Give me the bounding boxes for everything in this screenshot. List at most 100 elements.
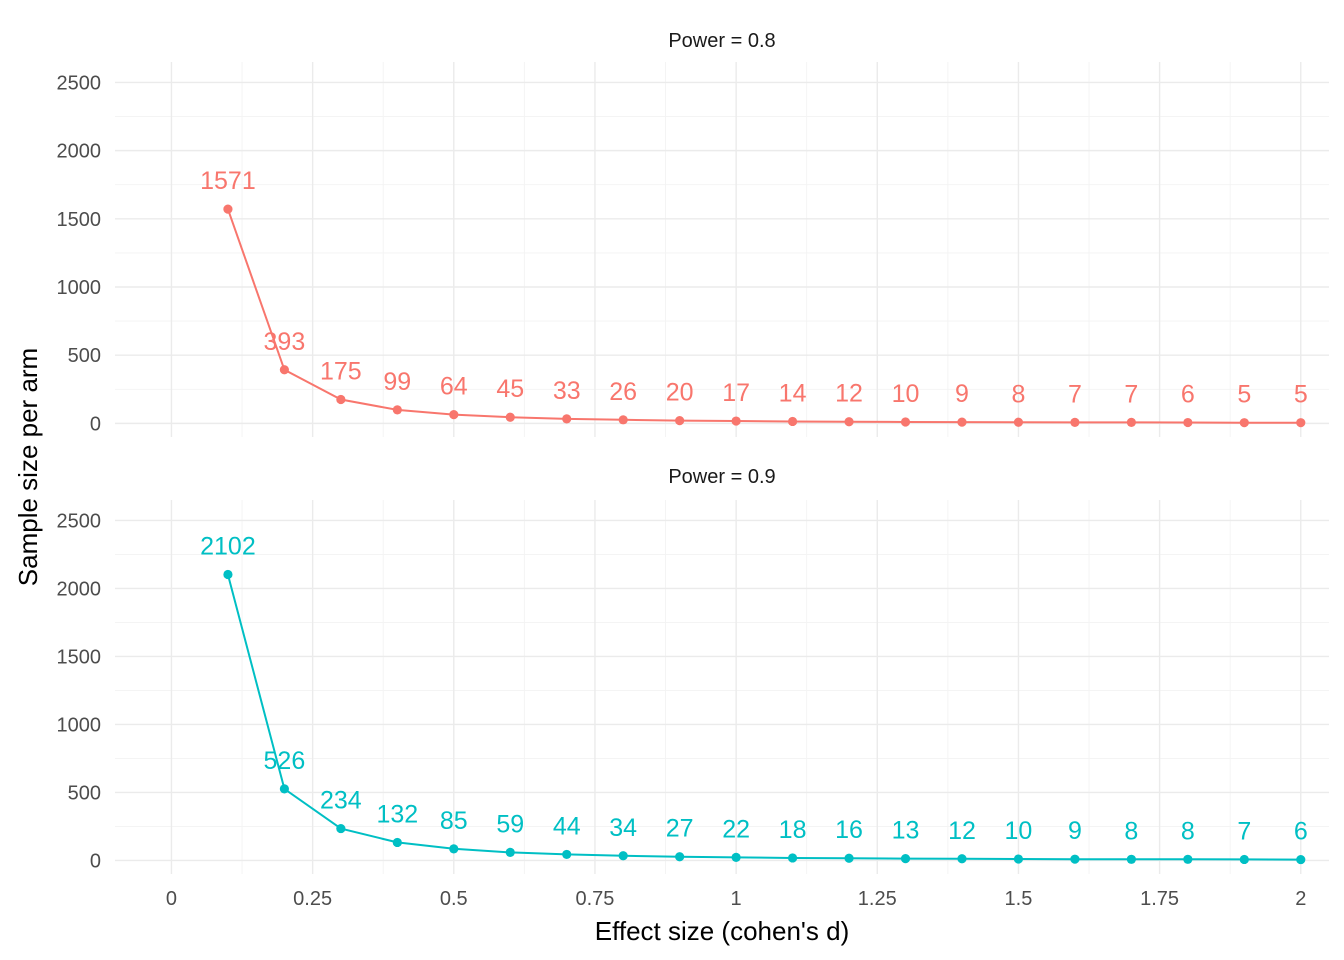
data-point: [1126, 854, 1136, 864]
data-point: [336, 823, 346, 834]
data-point: [1239, 854, 1249, 865]
y-axis-title: Sample size per arm: [13, 348, 43, 586]
data-label: 27: [666, 815, 694, 843]
data-label: 13: [892, 817, 920, 845]
data-point: [675, 852, 685, 862]
data-point: [618, 851, 628, 861]
data-label: 10: [1005, 817, 1033, 845]
data-label: 14: [779, 379, 807, 407]
x-tick-label: 0.5: [440, 888, 468, 910]
y-tick-label: 2500: [57, 510, 102, 532]
data-label: 9: [955, 380, 969, 408]
data-point: [1183, 854, 1193, 864]
data-point: [392, 405, 402, 415]
data-label: 99: [383, 368, 411, 396]
data-point: [1013, 417, 1024, 427]
data-label: 5: [1294, 381, 1308, 409]
x-tick-label: 1: [731, 888, 742, 910]
x-tick-label: 1.5: [1005, 888, 1033, 910]
facet-panel-1: 0 500 1000 1500 2000 2500 Power = 0.8 1571 393 17…: [57, 30, 1329, 437]
data-point: [279, 784, 289, 794]
data-point: [279, 365, 289, 375]
data-point: [562, 849, 572, 860]
data-point: [505, 412, 515, 422]
y-tick-label: 0: [90, 413, 101, 435]
data-label: 1571: [200, 167, 256, 195]
data-label: 8: [1181, 817, 1195, 845]
data-label: 132: [376, 800, 418, 828]
data-point: [562, 414, 572, 424]
data-label: 7: [1124, 380, 1138, 408]
data-label: 234: [320, 787, 362, 815]
data-point: [392, 837, 402, 848]
data-point: [618, 415, 628, 425]
data-point: [1126, 417, 1136, 428]
data-point: [1070, 417, 1080, 428]
data-point: [449, 844, 459, 854]
y-tick-label: 1500: [57, 209, 102, 231]
data-label: 7: [1237, 817, 1251, 845]
data-point: [844, 853, 854, 863]
data-label: 2102: [200, 533, 256, 561]
y-tick-label: 0: [90, 850, 101, 872]
data-point: [957, 417, 967, 427]
data-point: [223, 204, 233, 214]
data-label: 34: [609, 814, 637, 842]
data-point: [1183, 417, 1193, 428]
data-label: 5: [1237, 381, 1251, 409]
data-point: [505, 847, 515, 857]
data-label: 59: [496, 810, 524, 838]
data-point: [449, 410, 459, 420]
data-point: [731, 852, 741, 863]
data-point: [223, 569, 233, 580]
data-label: 20: [666, 379, 694, 407]
y-tick-label: 2000: [57, 141, 102, 163]
y-tick-label: 2000: [57, 578, 102, 600]
data-point: [1070, 854, 1080, 864]
x-tick-label: 0.75: [575, 888, 614, 910]
x-tick-label: 1.75: [1140, 888, 1179, 910]
data-point: [957, 854, 967, 864]
y-tick-label: 2500: [57, 72, 102, 94]
facet-strip-label: Power = 0.8: [668, 30, 775, 52]
y-tick-label: 1000: [57, 277, 102, 299]
data-point: [675, 416, 685, 426]
series-line: [226, 208, 1301, 424]
data-label: 33: [553, 377, 581, 405]
data-label: 9: [1068, 817, 1082, 845]
data-label: 7: [1068, 380, 1082, 408]
series-line: [226, 574, 1301, 861]
data-point: [336, 394, 346, 405]
facet-strip-label: Power = 0.9: [668, 466, 775, 488]
data-label: 8: [1124, 817, 1138, 845]
data-label: 18: [779, 816, 807, 844]
data-label: 64: [440, 373, 468, 401]
data-label: 175: [320, 358, 362, 386]
data-point: [1239, 418, 1249, 428]
data-label: 26: [609, 378, 637, 406]
data-label: 8: [1011, 380, 1025, 408]
x-tick-label: 0.25: [293, 888, 332, 910]
x-tick-label: 0: [166, 888, 177, 910]
data-label: 6: [1294, 818, 1308, 846]
data-label: 10: [892, 380, 920, 408]
data-label: 17: [722, 379, 750, 407]
data-label: 16: [835, 816, 863, 844]
data-label: 12: [835, 380, 863, 408]
x-axis-title: Effect size (cohen's d): [595, 916, 850, 946]
data-point: [1013, 854, 1024, 864]
data-point: [787, 416, 798, 427]
data-point: [731, 416, 741, 426]
data-label: 393: [264, 328, 306, 356]
data-point: [1296, 854, 1306, 865]
y-tick-label: 500: [68, 782, 101, 804]
y-tick-label: 500: [68, 345, 101, 367]
data-label: 22: [722, 815, 750, 843]
data-label: 526: [264, 747, 306, 775]
data-label: 85: [440, 807, 468, 835]
data-label: 12: [948, 817, 976, 845]
x-tick-label: 1.25: [858, 888, 897, 910]
data-label: 6: [1181, 381, 1195, 409]
